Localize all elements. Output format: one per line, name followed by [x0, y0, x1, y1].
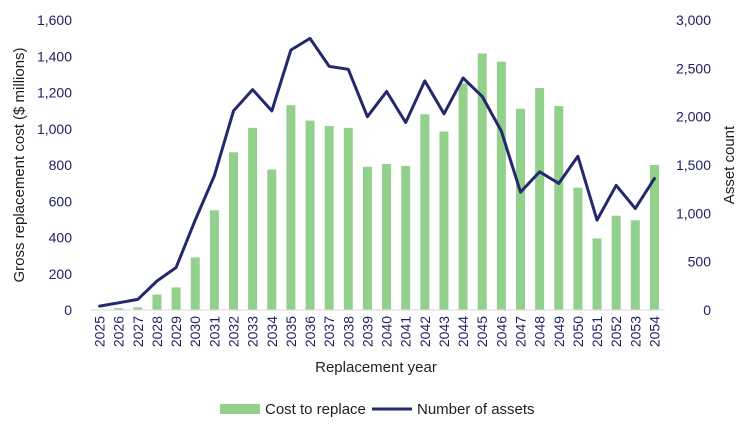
y2-tick-label: 1,000 [676, 205, 711, 221]
bar [535, 87, 545, 310]
y-tick-label: 1,200 [37, 85, 72, 101]
x-tick-label: 2044 [455, 316, 471, 347]
legend-swatch-cost-to-replace [220, 404, 260, 414]
bar [229, 152, 238, 310]
x-tick-label: 2035 [283, 316, 299, 347]
bar [630, 220, 640, 310]
series-line [98, 36, 656, 308]
bar [324, 126, 334, 310]
bar [362, 166, 372, 310]
bar [458, 83, 468, 310]
x-tick-label: 2041 [398, 316, 414, 347]
x-tick-label: 2045 [474, 316, 490, 347]
y2-tick-label: 500 [688, 254, 712, 270]
bar [343, 127, 353, 310]
bar [209, 210, 219, 310]
line-series-number-of-assets [98, 36, 656, 308]
bar [267, 169, 277, 310]
x-tick-label: 2052 [608, 316, 624, 347]
x-tick-label: 2032 [226, 316, 242, 347]
bar [133, 307, 143, 310]
x-tick-label: 2048 [532, 316, 548, 347]
y2-tick-label: 0 [703, 302, 711, 318]
bar [152, 294, 162, 310]
x-tick-label: 2043 [436, 316, 452, 347]
bar [496, 61, 506, 310]
bar [305, 120, 315, 310]
bar [649, 165, 659, 310]
bar [592, 238, 602, 310]
bar-series-cost-to-replace [90, 53, 664, 311]
y-tick-label: 600 [49, 193, 73, 209]
x-tick-label: 2028 [149, 316, 165, 347]
bar [114, 308, 124, 310]
left-axis-ticks: 0 200 400 600 800 1,000 1,200 1,400 1,600 [37, 12, 72, 318]
x-tick-label: 2040 [379, 316, 395, 347]
y-tick-label: 0 [64, 302, 72, 318]
x-axis-title: Replacement year [315, 359, 437, 376]
bar [554, 106, 564, 310]
x-tick-label: 2050 [570, 316, 586, 347]
bar [439, 131, 449, 310]
x-tick-label: 2026 [111, 316, 127, 347]
x-tick-label: 2051 [589, 316, 605, 347]
x-tick-label: 2049 [551, 316, 567, 347]
y-tick-label: 1,400 [37, 48, 72, 64]
x-tick-label: 2054 [646, 316, 662, 347]
bar [190, 257, 200, 310]
y2-tick-label: 2,000 [676, 109, 711, 125]
x-tick-label: 2027 [130, 316, 146, 347]
x-tick-label: 2025 [92, 316, 108, 347]
bar [401, 165, 411, 310]
x-tick-label: 2047 [513, 316, 529, 347]
y2-axis-title: Asset count [721, 125, 738, 204]
bar [286, 105, 296, 310]
bar [611, 215, 621, 310]
x-tick-label: 2042 [417, 316, 433, 347]
x-tick-label: 2053 [627, 316, 643, 347]
y-tick-label: 200 [49, 266, 73, 282]
y-tick-label: 400 [49, 230, 73, 246]
x-tick-label: 2031 [206, 316, 222, 347]
y-tick-label: 800 [49, 157, 73, 173]
y2-tick-label: 1,500 [676, 157, 711, 173]
bar [477, 53, 487, 310]
legend: Cost to replace Number of assets [220, 401, 535, 418]
bar [420, 114, 430, 310]
bar [248, 127, 258, 310]
x-tick-label: 2037 [321, 316, 337, 347]
y2-tick-label: 2,500 [676, 60, 711, 76]
y-tick-label: 1,000 [37, 121, 72, 137]
x-tick-label: 2033 [245, 316, 261, 347]
right-axis-ticks: 0 500 1,000 1,500 2,000 2,500 3,000 [676, 12, 711, 318]
x-axis-ticks: 2025 2026 2027 2028 2029 2030 2031 2032 2033 2034… [92, 316, 663, 347]
x-tick-label: 2038 [340, 316, 356, 347]
y2-tick-label: 3,000 [676, 12, 711, 28]
x-tick-label: 2034 [264, 316, 280, 347]
bar [516, 108, 525, 310]
x-tick-label: 2046 [493, 316, 509, 347]
x-tick-label: 2029 [168, 316, 184, 347]
legend-label-number-of-assets: Number of assets [417, 401, 535, 418]
y-tick-label: 1,600 [37, 12, 72, 28]
x-tick-label: 2036 [302, 316, 318, 347]
bar [382, 164, 392, 310]
bar [573, 187, 583, 310]
bar [171, 287, 181, 310]
x-tick-label: 2030 [187, 316, 203, 347]
legend-label-cost-to-replace: Cost to replace [265, 401, 366, 418]
x-tick-label: 2039 [359, 316, 375, 347]
y-axis-title: Gross replacement cost ($ millions) [11, 47, 28, 282]
